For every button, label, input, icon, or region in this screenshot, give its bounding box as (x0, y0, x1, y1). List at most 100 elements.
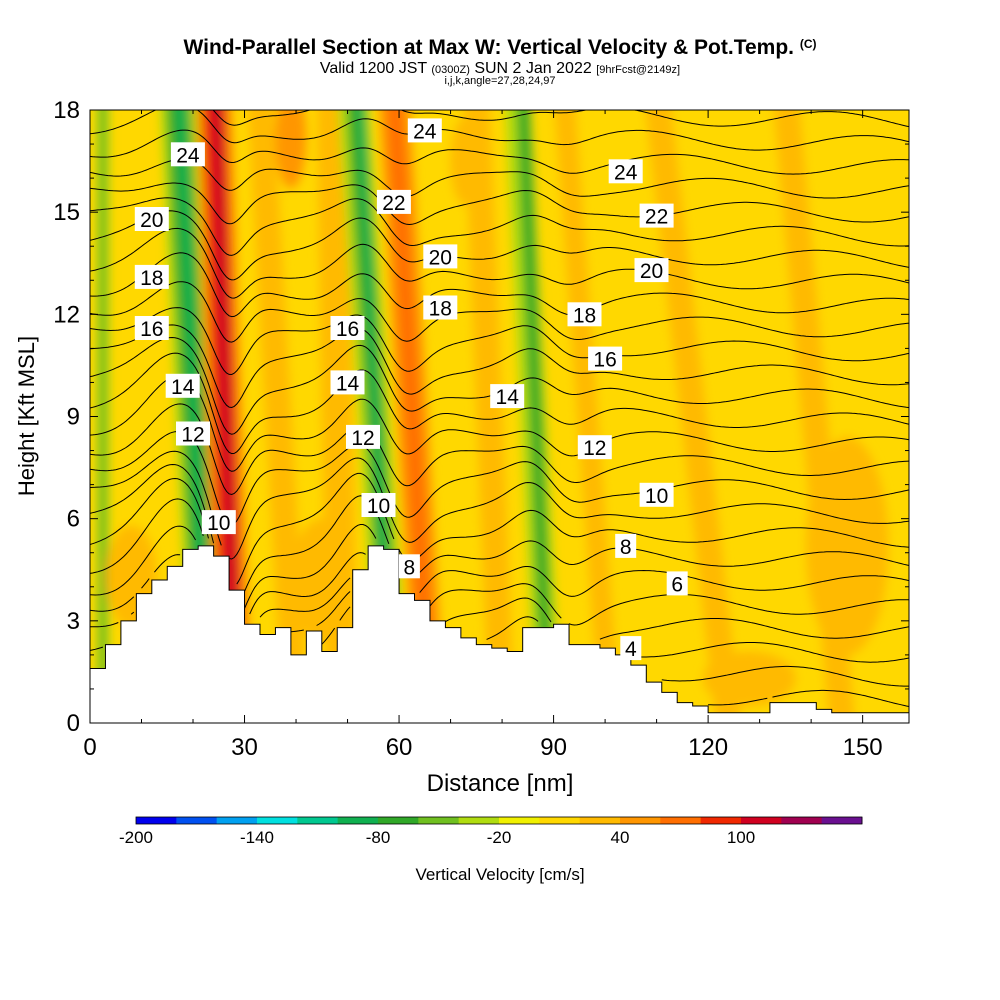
contour-label-text: 8 (404, 556, 416, 579)
y-tick-label: 9 (67, 404, 80, 431)
contour-label: 10 (639, 482, 674, 508)
isentrope-line (90, 129, 909, 175)
valid-date: SUN 2 Jan 2022 (474, 60, 592, 77)
contour-label-text: 14 (496, 386, 520, 409)
contour-label: 14 (490, 384, 525, 409)
contour-label-box (423, 244, 458, 269)
x-tick-label: 90 (540, 734, 567, 761)
colorbar-swatch (539, 817, 581, 824)
contour-label-text: 14 (171, 376, 195, 399)
contour-label-text: 16 (593, 349, 616, 372)
contour-label-text: 12 (583, 437, 606, 460)
isentrope-line (90, 281, 909, 343)
isentrope-line (90, 110, 909, 151)
contour-label-box (165, 373, 200, 398)
colorbar-tick-label: -200 (119, 828, 153, 847)
isentrope-line (90, 498, 909, 609)
valid-time-line: Valid 1200 JST (0300Z) SUN 2 Jan 2022 [9… (0, 60, 1000, 78)
isentrope-line (90, 182, 909, 226)
x-tick-label: 150 (843, 734, 883, 761)
colorbar-swatch (176, 817, 218, 824)
contour-label-text: 4 (625, 638, 637, 661)
terrain (89, 545, 910, 724)
y-tick-label: 0 (67, 710, 80, 737)
isentrope-line (90, 252, 909, 318)
contour-label: 24 (407, 118, 442, 143)
isentrope-line (90, 227, 909, 299)
contour-label: 14 (165, 373, 200, 399)
contour-label-text: 20 (140, 209, 163, 232)
updraft-east-2 (645, 110, 742, 723)
updraft-east-1 (554, 110, 621, 723)
contour-label: 20 (423, 244, 458, 269)
contour-label-box (407, 118, 442, 143)
contour-label: 10 (361, 493, 396, 518)
colorbar-swatch (499, 817, 540, 824)
contour-label: 20 (634, 258, 669, 283)
contour-label: 12 (346, 424, 380, 450)
contour-label-box (170, 142, 205, 167)
updraft-blob-east-a (805, 436, 889, 655)
contour-label-text: 12 (181, 424, 204, 447)
contour-label-box (398, 554, 420, 579)
updraft-blob-top-1 (275, 110, 307, 189)
x-tick-label: 120 (688, 734, 728, 761)
contour-label-box (588, 346, 623, 371)
theta-contours (90, 110, 909, 707)
colorbar-swatch (297, 817, 339, 824)
contour-label: 8 (615, 533, 637, 559)
isentrope-line (90, 307, 909, 376)
contour-label: 18 (134, 264, 169, 290)
contour-label-text: 18 (429, 298, 452, 321)
contour-label-box (634, 258, 669, 283)
contour-label-box (346, 424, 380, 449)
isentrope-line (90, 375, 909, 472)
isentrope-line (90, 210, 909, 281)
colorbar-swatch (458, 817, 500, 824)
contour-label: 20 (134, 207, 169, 232)
contour-label-text: 16 (140, 318, 163, 341)
colorbar-swatch (620, 817, 661, 824)
x-tick-label: 30 (231, 734, 258, 761)
colorbar-swatch (216, 817, 258, 824)
contour-label: 8 (398, 554, 420, 579)
contour-label-box (666, 571, 688, 596)
y-axis-label: Height [Kft MSL] (14, 336, 39, 496)
colorbar-tick-label: -140 (240, 828, 274, 847)
y-tick-label: 15 (53, 199, 80, 226)
contour-label-text: 20 (429, 246, 452, 269)
y-tick-label: 3 (67, 608, 80, 635)
contour-label-text: 18 (573, 304, 596, 327)
contour-label-text: 10 (207, 512, 230, 535)
colorbar: -200 -140 -80 -20 40 100 (119, 816, 863, 847)
colorbar-swatch (700, 817, 742, 824)
contour-label: 10 (201, 510, 236, 535)
updraft-mid-broad (464, 110, 515, 723)
isentrope-line (708, 689, 909, 707)
isentrope-line (90, 158, 909, 199)
colorbar-tick-label: -80 (366, 828, 391, 847)
isentrope-line (90, 463, 909, 585)
contour-label-text: 6 (671, 573, 683, 596)
contour-label-text: 22 (645, 206, 668, 229)
isentrope-line (90, 403, 909, 496)
contour-label-box (134, 207, 169, 231)
contour-label-text: 10 (645, 485, 668, 508)
axes: 0 30 60 90 120 150 0 3 6 9 12 15 18 (53, 97, 909, 761)
contour-label-box (620, 636, 642, 661)
contour-label: 14 (330, 370, 365, 395)
colorbar-swatch (781, 817, 823, 824)
contour-label-text: 20 (640, 260, 663, 283)
contour-label-box (134, 316, 169, 340)
y-tick-label: 6 (67, 506, 80, 533)
contour-label: 24 (608, 159, 643, 184)
x-axis-label: Distance [nm] (427, 770, 574, 797)
isentrope-line (90, 352, 909, 455)
chart-title: Wind-Parallel Section at Max W: Vertical… (0, 36, 1000, 60)
contour-label-box (176, 421, 210, 446)
contour-label-box (639, 482, 674, 507)
contour-label: 24 (170, 142, 205, 167)
forecast-info: [9hrFcst@2149z] (596, 64, 681, 76)
colorbar-frame (135, 816, 863, 825)
